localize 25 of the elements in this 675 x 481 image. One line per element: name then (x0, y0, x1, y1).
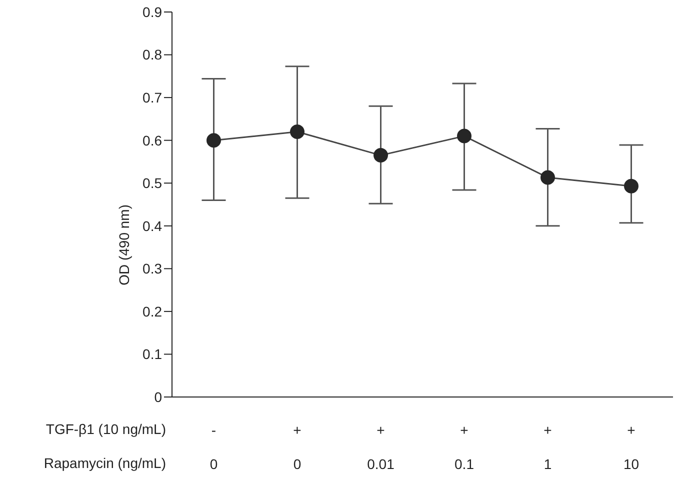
point (540, 170, 555, 185)
text: Rapamycin (ng/mL) (44, 455, 166, 471)
category-label: + 0.01 (367, 422, 394, 472)
point (374, 148, 388, 163)
y-tick-label: 0.1 (142, 346, 162, 362)
point (624, 178, 638, 194)
y-tick-label: 0.2 (142, 303, 162, 320)
category-label: - 0 (210, 422, 218, 472)
y-tick-label: 0.8 (142, 46, 162, 63)
y-tick-label: 0.3 (142, 260, 162, 277)
category-label: + 1 (544, 422, 552, 472)
y-tick-label: 0.9 (142, 4, 162, 20)
y-axis-title: OD (490 nm) (116, 204, 132, 286)
category-label: + 0 (293, 422, 302, 472)
text: TGF-β1 (10 ng/mL) (46, 421, 166, 437)
point (206, 133, 221, 148)
y-tick-label: 0.7 (142, 90, 162, 106)
category-label: + 10 (623, 422, 640, 472)
category-label: + 0.1 (454, 422, 474, 472)
point (290, 124, 304, 140)
point (457, 128, 472, 144)
y-tick-label: 0.5 (142, 175, 162, 192)
y-tick-label: 0.6 (142, 132, 162, 148)
y-tick-label: 0.4 (142, 218, 162, 234)
y-tick-label: 0 (154, 388, 162, 405)
